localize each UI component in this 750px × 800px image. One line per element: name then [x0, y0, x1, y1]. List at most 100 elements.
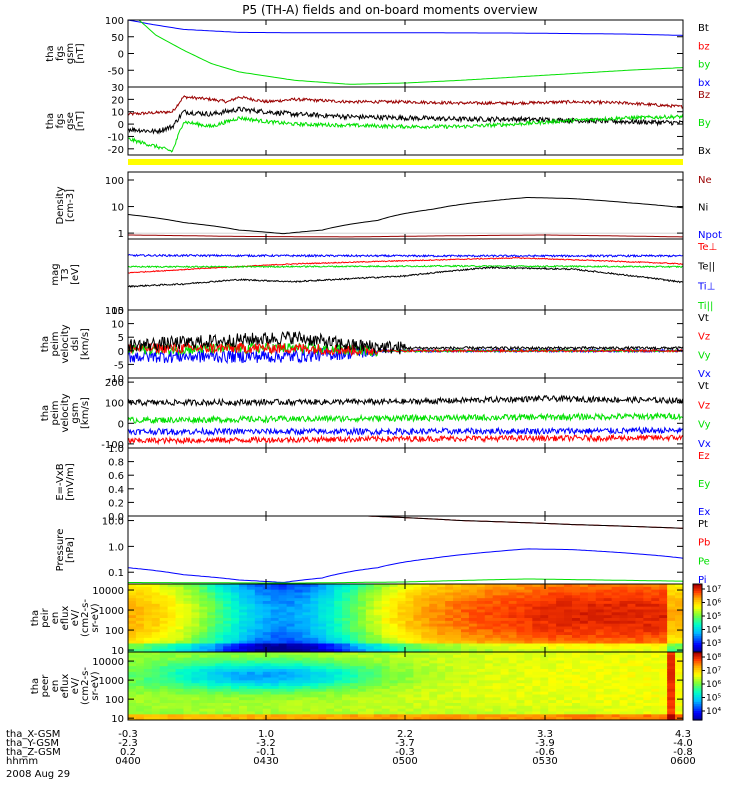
spectrogram-cell: [294, 609, 304, 613]
spectrogram-cell: [643, 640, 652, 645]
spectrogram-cell: [500, 646, 510, 650]
spectrogram-cell: [524, 669, 533, 673]
spectrogram-cell: [461, 606, 470, 611]
spectrogram-cell: [476, 637, 486, 642]
spectrogram-cell: [659, 697, 668, 701]
spectrogram-cell: [215, 615, 224, 619]
spectrogram-cell: [437, 694, 446, 698]
spectrogram-cell: [667, 674, 676, 679]
spectrogram-cell: [500, 663, 510, 667]
spectrogram-cell: [500, 677, 510, 681]
spectrogram-cell: [540, 686, 549, 690]
spectrogram-cell: [476, 640, 486, 645]
spectrogram-cell: [135, 652, 145, 656]
spectrogram-cell: [286, 657, 296, 662]
spectrogram-cell: [476, 677, 486, 681]
spectrogram-cell: [167, 652, 177, 656]
spectrogram-cell: [556, 620, 565, 625]
spectrogram-cell: [254, 708, 264, 713]
spectrogram-cell: [524, 688, 533, 693]
spectrogram-cell: [373, 705, 383, 710]
spectrogram-cell: [262, 620, 272, 625]
spectrogram-cell: [350, 640, 359, 645]
spectrogram-cell: [381, 677, 391, 681]
spectrogram-cell: [207, 694, 216, 698]
spectrogram-cell: [143, 592, 153, 596]
spectrogram-cell: [579, 660, 589, 664]
spectrogram-cell: [413, 632, 422, 636]
spectrogram-cell: [675, 666, 683, 670]
spectrogram-cell: [484, 620, 494, 625]
spectrogram-cell: [421, 584, 430, 588]
spectrogram-cell: [611, 649, 621, 652]
spectrogram-cell: [572, 705, 581, 710]
spectrogram-cell: [199, 589, 208, 594]
spectrogram-cell: [516, 609, 526, 613]
spectrogram-cell: [167, 657, 177, 662]
spectrogram-cell: [151, 623, 161, 628]
spectrogram-cell: [128, 603, 137, 608]
spectrogram-cell: [159, 643, 169, 647]
spectrogram-cell: [350, 620, 359, 625]
spectrogram-cell: [246, 620, 256, 625]
spectrogram-cell: [191, 671, 200, 676]
spectrogram-cell: [310, 623, 319, 628]
spectrogram-cell: [365, 654, 375, 659]
spectrogram-cell: [215, 626, 224, 630]
spectrogram-cell: [667, 589, 676, 594]
spectrogram-cell: [397, 680, 407, 684]
spectrogram-cell: [151, 711, 161, 715]
spectrogram-cell: [532, 688, 541, 693]
spectrogram-cell: [334, 688, 343, 693]
spectrogram-cell: [342, 654, 351, 659]
spectrogram-cell: [484, 623, 494, 628]
spectrogram-cell: [619, 688, 629, 693]
spectrogram-cell: [595, 671, 605, 676]
spectrogram-cell: [286, 669, 296, 673]
spectrogram-cell: [381, 643, 391, 647]
spectrogram-cell: [231, 643, 240, 647]
spectrogram-cell: [270, 589, 280, 594]
spectrogram-cell: [405, 671, 415, 676]
spectrogram-cell: [389, 618, 399, 622]
spectrogram-cell: [294, 632, 304, 636]
spectrogram-cell: [635, 601, 644, 605]
spectrogram-cell: [350, 686, 359, 690]
spectrogram-cell: [310, 629, 319, 633]
spectrogram-cell: [246, 669, 256, 673]
spectrogram-cell: [524, 717, 533, 720]
spectrogram-cell: [484, 717, 494, 720]
spectrogram-cell: [389, 688, 399, 693]
spectrogram-cell: [548, 629, 557, 633]
spectrogram-cell: [389, 598, 399, 602]
spectrogram-cell: [548, 618, 557, 622]
spectrogram-cell: [405, 666, 415, 670]
colorbar-segment: [693, 681, 702, 685]
spectrogram-cell: [310, 700, 319, 704]
spectrogram-cell: [627, 700, 637, 704]
spectrogram-cell: [611, 584, 621, 588]
spectrogram-cell: [167, 609, 177, 613]
spectrogram-cell: [223, 654, 232, 659]
spectrogram-cell: [270, 708, 280, 713]
spectrogram-cell: [207, 623, 216, 628]
spectrogram-cell: [167, 649, 177, 652]
spectrogram-cell: [532, 626, 541, 630]
spectrogram-cell: [254, 626, 264, 630]
spectrogram-cell: [207, 612, 216, 616]
spectrogram-cell: [508, 700, 518, 704]
spectrogram-cell: [278, 686, 288, 690]
colorbar-segment: [693, 701, 702, 705]
spectrogram-cell: [421, 671, 430, 676]
spectrogram-cell: [397, 609, 407, 613]
spectrogram-cell: [128, 657, 137, 662]
spectrogram-cell: [564, 598, 573, 602]
spectrogram-cell: [667, 686, 676, 690]
spectrogram-cell: [453, 674, 462, 679]
spectrogram-cell: [651, 649, 660, 652]
spectrogram-cell: [381, 711, 391, 715]
spectrogram-cell: [524, 666, 533, 670]
spectrogram-cell: [476, 654, 486, 659]
spectrogram-cell: [619, 694, 629, 698]
spectrogram-cell: [350, 623, 359, 628]
